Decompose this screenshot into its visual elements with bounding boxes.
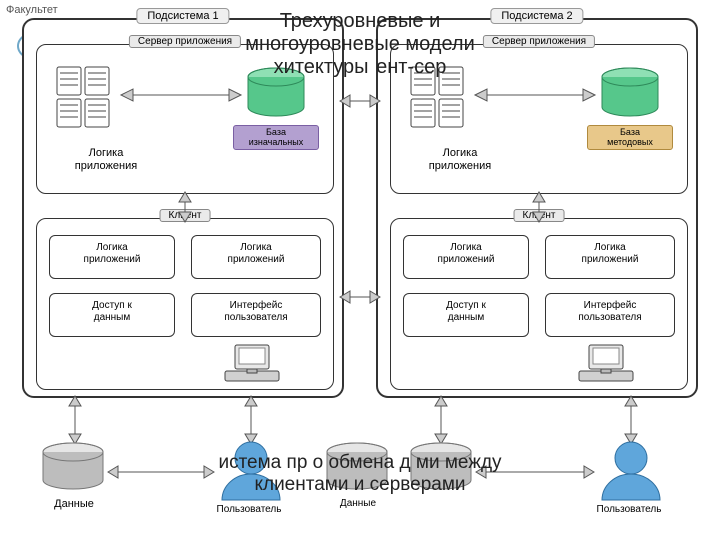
faculty-label: Факультет [6,4,58,16]
bottom-data-label: Данные [34,498,114,511]
client-box-d2: Интерфейс пользователя [545,293,675,337]
bottom-overlay: истема пр о обмена д ми между клиентами … [80,452,640,496]
bottom-data2-label: Данные [318,498,398,510]
arrow-icon [340,90,380,112]
arrow-icon [240,396,262,444]
app-logic-right-label: Логика приложения [405,147,515,172]
title-line1: Трехуровневые и [190,10,530,33]
bottom-line2: клиентами и серверами [80,474,640,496]
arrow-icon [475,85,595,105]
arrow-icon [64,396,86,444]
client-box-d: Интерфейс пользователя [191,293,321,337]
arrow-icon [121,85,241,105]
arrow-icon [620,396,642,444]
bottom-user2-label: Пользователь [574,504,684,516]
client-right-box: Клиент Логика приложений Логика приложен… [390,218,688,390]
computer-icon [577,343,635,385]
client-left-box: Клиент Логика приложений Логика приложен… [36,218,334,390]
bottom-line1: истема пр о обмена д ми между [80,452,640,474]
faculty-word: Факультет [6,4,58,16]
bottom-user-label: Пользователь [194,504,304,516]
title-line3: хитектуры ент-сер [190,56,530,79]
server-icon [55,65,115,131]
arrow-icon [340,286,380,308]
db-label-left: База изначальных [233,125,319,150]
client-box-b2: Логика приложений [545,235,675,279]
client-box-c: Доступ к данным [49,293,175,337]
db-label-right: База методовых [587,125,673,150]
app-logic-left-label: Логика приложения [51,147,161,172]
client-box-a: Логика приложений [49,235,175,279]
arrow-icon [174,192,196,222]
computer-icon [223,343,281,385]
title-overlay: Трехуровневые и многоуровневые модели хи… [190,10,530,79]
database-icon [599,67,661,123]
arrow-icon [528,192,550,222]
client-box-a2: Логика приложений [403,235,529,279]
client-box-c2: Доступ к данным [403,293,529,337]
title-line2: многоуровневые модели [190,33,530,56]
client-box-b: Логика приложений [191,235,321,279]
arrow-icon [430,396,452,444]
